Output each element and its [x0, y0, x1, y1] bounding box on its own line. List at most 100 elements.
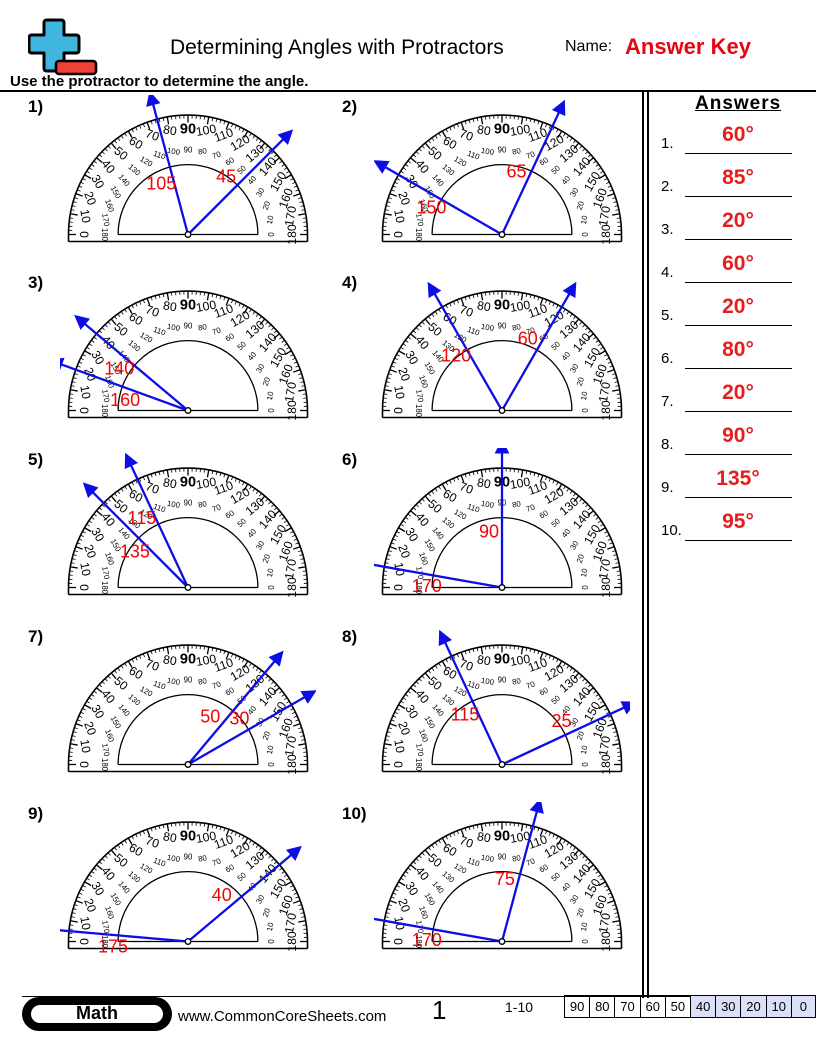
svg-text:50: 50: [549, 163, 562, 176]
svg-text:135: 135: [120, 542, 150, 562]
svg-text:60: 60: [441, 486, 460, 505]
svg-text:180: 180: [414, 758, 423, 772]
svg-text:30: 30: [568, 893, 580, 906]
svg-text:80: 80: [476, 298, 492, 314]
svg-text:70: 70: [211, 679, 223, 691]
svg-text:0: 0: [391, 761, 405, 768]
svg-text:50: 50: [549, 870, 562, 883]
svg-text:0: 0: [267, 232, 276, 237]
svg-text:170: 170: [414, 743, 425, 758]
svg-text:0: 0: [267, 585, 276, 590]
svg-text:60: 60: [518, 329, 538, 349]
svg-text:90: 90: [184, 853, 193, 862]
svg-text:50: 50: [549, 516, 562, 529]
svg-text:70: 70: [458, 126, 476, 144]
svg-text:130: 130: [126, 162, 142, 178]
svg-text:80: 80: [197, 853, 208, 863]
svg-text:0: 0: [77, 761, 91, 768]
svg-text:80: 80: [162, 829, 178, 845]
svg-text:160: 160: [103, 198, 116, 214]
svg-text:20: 20: [261, 199, 273, 211]
svg-text:50: 50: [549, 693, 562, 706]
svg-text:60: 60: [127, 133, 146, 152]
svg-text:100: 100: [166, 146, 181, 157]
svg-text:70: 70: [144, 656, 162, 674]
svg-text:30: 30: [402, 348, 421, 367]
svg-text:140: 140: [104, 359, 134, 379]
svg-text:50: 50: [235, 870, 248, 883]
svg-text:80: 80: [476, 475, 492, 491]
svg-text:160: 160: [103, 551, 116, 567]
svg-text:140: 140: [116, 702, 132, 718]
svg-text:160: 160: [103, 905, 116, 921]
svg-text:70: 70: [525, 502, 537, 514]
svg-text:60: 60: [538, 508, 551, 520]
svg-text:50: 50: [235, 339, 248, 352]
svg-text:115: 115: [451, 705, 480, 725]
svg-text:20: 20: [81, 897, 99, 915]
svg-text:30: 30: [88, 879, 107, 898]
svg-text:100: 100: [480, 146, 495, 157]
svg-text:30: 30: [88, 172, 107, 191]
svg-text:80: 80: [476, 829, 492, 845]
svg-text:40: 40: [560, 350, 573, 363]
svg-text:80: 80: [197, 676, 208, 686]
svg-text:60: 60: [224, 862, 237, 874]
svg-text:40: 40: [246, 527, 259, 540]
svg-text:10: 10: [579, 390, 589, 401]
svg-text:0: 0: [77, 407, 91, 414]
svg-text:170: 170: [412, 576, 442, 596]
svg-text:130: 130: [440, 162, 456, 178]
svg-text:0: 0: [267, 762, 276, 767]
svg-text:170: 170: [100, 566, 111, 581]
svg-text:10: 10: [391, 384, 407, 400]
svg-text:20: 20: [575, 375, 587, 387]
svg-text:140: 140: [116, 172, 132, 188]
svg-text:70: 70: [144, 833, 162, 851]
svg-text:60: 60: [538, 685, 551, 697]
svg-text:90: 90: [180, 121, 196, 137]
svg-text:0: 0: [581, 585, 590, 590]
svg-text:30: 30: [88, 525, 107, 544]
svg-text:20: 20: [261, 375, 273, 387]
svg-text:130: 130: [440, 515, 456, 531]
svg-text:Math: Math: [76, 1003, 118, 1023]
svg-text:20: 20: [395, 897, 413, 915]
svg-text:25: 25: [551, 711, 571, 731]
svg-text:130: 130: [126, 338, 142, 354]
svg-text:70: 70: [211, 502, 223, 514]
svg-text:10: 10: [77, 208, 93, 224]
svg-text:10: 10: [77, 561, 93, 577]
svg-text:180: 180: [100, 758, 109, 772]
svg-text:40: 40: [560, 881, 573, 894]
svg-text:90: 90: [498, 676, 507, 685]
svg-text:40: 40: [560, 527, 573, 540]
svg-text:130: 130: [126, 692, 142, 708]
svg-text:10: 10: [77, 384, 93, 400]
svg-text:140: 140: [430, 525, 446, 541]
svg-text:100: 100: [480, 322, 495, 333]
svg-text:20: 20: [575, 199, 587, 211]
svg-text:100: 100: [480, 853, 495, 864]
svg-text:20: 20: [575, 906, 587, 918]
svg-text:60: 60: [441, 840, 460, 859]
svg-text:20: 20: [261, 729, 273, 741]
svg-text:60: 60: [127, 840, 146, 859]
svg-text:90: 90: [494, 297, 510, 313]
svg-text:0: 0: [581, 232, 590, 237]
svg-text:0: 0: [77, 231, 91, 238]
svg-text:20: 20: [575, 729, 587, 741]
svg-text:60: 60: [224, 331, 237, 343]
svg-text:70: 70: [525, 149, 537, 161]
svg-text:20: 20: [261, 906, 273, 918]
svg-text:90: 90: [180, 828, 196, 844]
svg-text:70: 70: [458, 833, 476, 851]
svg-text:80: 80: [197, 499, 208, 509]
svg-text:60: 60: [224, 508, 237, 520]
svg-text:30: 30: [254, 539, 266, 552]
svg-text:70: 70: [211, 856, 223, 868]
svg-text:130: 130: [440, 869, 456, 885]
svg-text:80: 80: [476, 652, 492, 668]
svg-text:10: 10: [579, 744, 589, 755]
svg-text:70: 70: [458, 302, 476, 320]
